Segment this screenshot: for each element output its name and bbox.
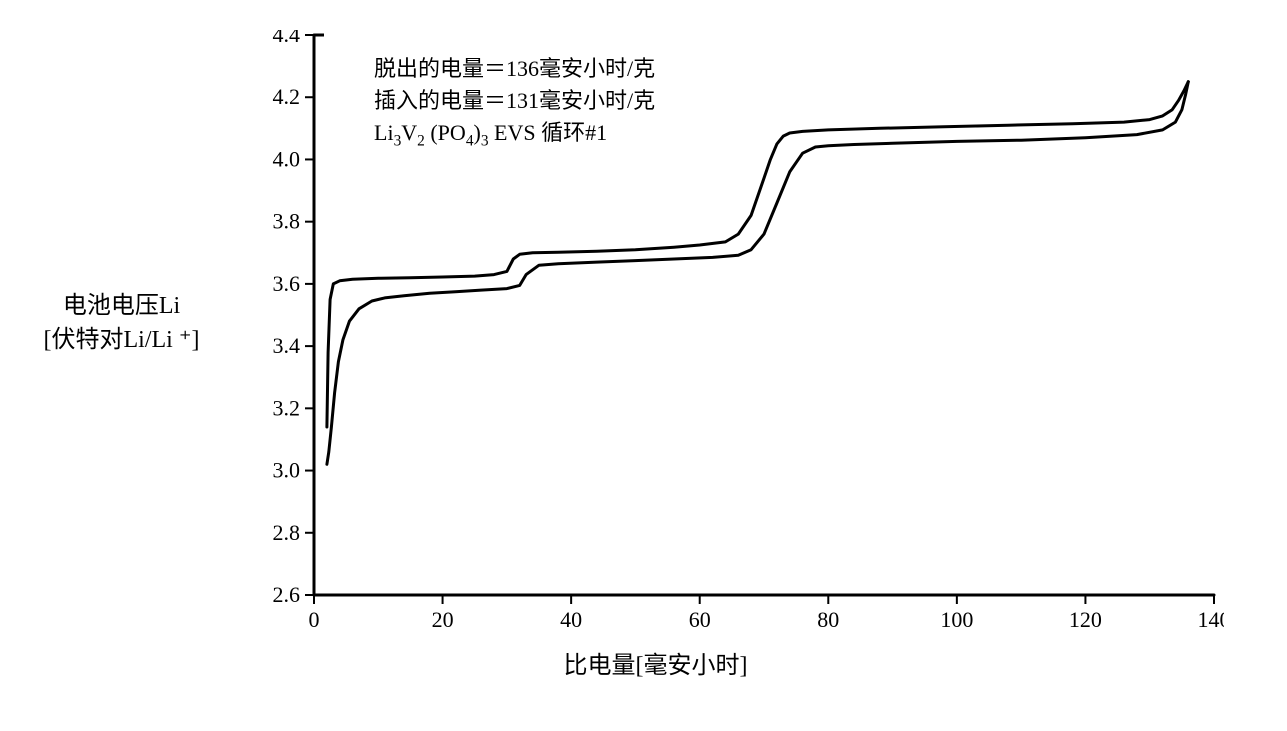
y-axis-label-line1: 电池电压Li: [44, 290, 200, 324]
y-tick-label: 3.0: [272, 458, 300, 483]
annotation-formula: Li3V2 (PO4)3 EVS 循环#1: [374, 117, 655, 153]
y-tick-label: 4.2: [272, 84, 300, 109]
x-tick-label: 140: [1197, 607, 1224, 632]
y-tick-label: 4.0: [272, 146, 300, 171]
y-tick-label: 3.2: [272, 395, 300, 420]
x-tick-label: 20: [431, 607, 453, 632]
chart-svg: 2.6 2.8 3.0 3.2 3.4 3.6 3.8 4.0 4.2 4.4 0 20 40 60 80 1…: [264, 30, 1224, 640]
y-tick-label: 2.8: [272, 520, 300, 545]
x-tick-label: 80: [817, 607, 839, 632]
x-axis-label: 比电量[毫安小时]: [564, 645, 748, 680]
y-tick-label: 4.4: [272, 30, 300, 47]
chart-container: 电池电压Li [伏特对Li/Li ⁺] 2.6 2.8 3.0 3.2 3.4 3.6 3.…: [44, 20, 1244, 700]
y-tick-label: 3.4: [272, 333, 300, 358]
plot-area: 2.6 2.8 3.0 3.2 3.4 3.6 3.8 4.0 4.2 4.4 0 20 40 60 80 1…: [264, 30, 1224, 645]
x-tick-label: 0: [308, 607, 319, 632]
x-tick-label: 60: [688, 607, 710, 632]
annotation-extraction-capacity: 脱出的电量＝136毫安小时/克: [374, 53, 655, 85]
y-tick-label: 3.8: [272, 209, 300, 234]
x-tick-label: 100: [940, 607, 973, 632]
y-axis-label: 电池电压Li [伏特对Li/Li ⁺]: [44, 290, 200, 357]
y-tick-label: 2.6: [272, 582, 300, 607]
y-axis-label-line2: [伏特对Li/Li ⁺]: [44, 324, 200, 358]
annotation-insertion-capacity: 插入的电量＝131毫安小时/克: [374, 85, 655, 117]
x-tick-label: 120: [1068, 607, 1101, 632]
chart-annotations: 脱出的电量＝136毫安小时/克插入的电量＝131毫安小时/克Li3V2 (PO4…: [374, 53, 934, 163]
y-tick-label: 3.6: [272, 271, 300, 296]
x-tick-label: 40: [560, 607, 582, 632]
